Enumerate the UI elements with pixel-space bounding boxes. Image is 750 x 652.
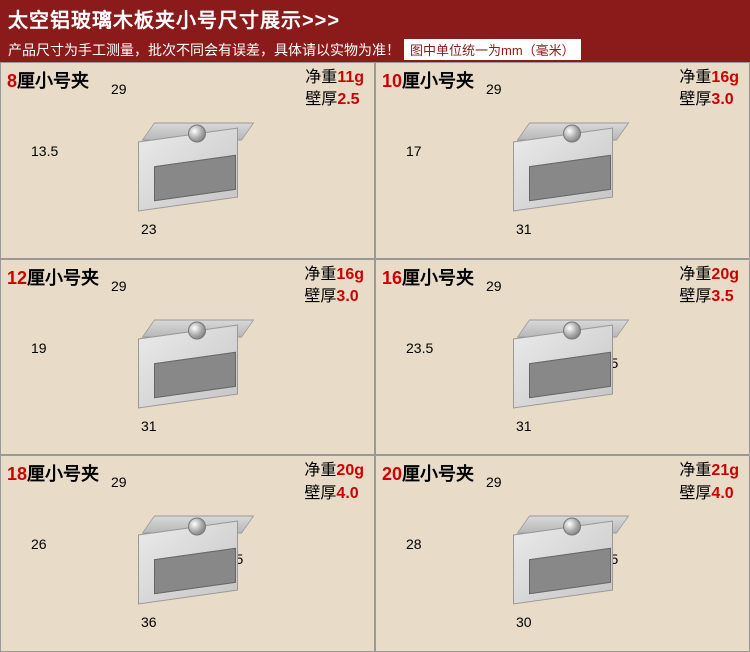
cell-specs: 净重16g 壁厚3.0 (304, 264, 364, 309)
screw-icon (188, 125, 206, 143)
dim-bottom: 23 (141, 221, 157, 237)
note-text: 产品尺寸为手工测量，批次不同会有误差，具体请以实物为准！ (8, 40, 400, 60)
unit-text: 图中单位统一为mm（毫米） (404, 39, 581, 60)
product-cell: 10厘小号夹 净重16g 壁厚3.0 质量保证100%实物拍摄 29 17 11… (375, 62, 750, 259)
dim-bottom: 30 (516, 614, 532, 630)
product-cell: 12厘小号夹 净重16g 壁厚3.0 GUTAI固钛五金 29 19 13 31 (0, 259, 375, 456)
page-subheader: 产品尺寸为手工测量，批次不同会有误差，具体请以实物为准！ 图中单位统一为mm（毫… (0, 37, 750, 62)
cell-specs: 净重21g 壁厚4.0 (679, 460, 739, 505)
dim-left: 26 (31, 536, 47, 552)
dim-left: 23.5 (406, 340, 433, 356)
dim-top: 29 (486, 474, 502, 490)
screw-icon (188, 321, 206, 339)
cell-specs: 净重20g 壁厚3.5 (679, 264, 739, 309)
screw-icon (563, 125, 581, 143)
dim-top: 29 (486, 81, 502, 97)
cell-title: 18厘小号夹 (7, 460, 99, 486)
product-cell: 16厘小号夹 净重20g 壁厚3.5 质量保证100%实物拍摄 29 23.5 … (375, 259, 750, 456)
cell-specs: 净重11g 壁厚2.5 (305, 67, 364, 112)
cell-title: 10厘小号夹 (382, 67, 474, 93)
cell-specs: 净重16g 壁厚3.0 (679, 67, 739, 112)
page-header: 太空铝玻璃木板夹小号尺寸展示>>> (0, 0, 750, 37)
product-cell: 18厘小号夹 净重20g 壁厚4.0 GUTAI固钛五金 29 26 18.5 … (0, 455, 375, 652)
dim-top: 29 (111, 474, 127, 490)
clamp-illustration (493, 516, 633, 611)
dim-top: 29 (486, 278, 502, 294)
product-grid: 8厘小号夹 净重11g 壁厚2.5 GUTAI固钛五金 29 13.5 8.5 … (0, 62, 750, 652)
clamp-illustration (118, 319, 258, 414)
cell-specs: 净重20g 壁厚4.0 (304, 460, 364, 505)
clamp-illustration (493, 319, 633, 414)
dim-top: 29 (111, 278, 127, 294)
dim-bottom: 31 (516, 418, 532, 434)
cell-title: 20厘小号夹 (382, 460, 474, 486)
cell-title: 12厘小号夹 (7, 264, 99, 290)
dim-left: 17 (406, 143, 422, 159)
product-cell: 20厘小号夹 净重21g 壁厚4.0 质量保证100%实物拍摄 29 28 20… (375, 455, 750, 652)
screw-icon (563, 321, 581, 339)
screw-icon (188, 518, 206, 536)
product-cell: 8厘小号夹 净重11g 壁厚2.5 GUTAI固钛五金 29 13.5 8.5 … (0, 62, 375, 259)
dim-top: 29 (111, 81, 127, 97)
dim-left: 13.5 (31, 143, 58, 159)
dim-left: 28 (406, 536, 422, 552)
clamp-illustration (493, 123, 633, 218)
clamp-illustration (118, 516, 258, 611)
dim-bottom: 31 (141, 418, 157, 434)
clamp-illustration (118, 123, 258, 218)
dim-left: 19 (31, 340, 47, 356)
cell-title: 16厘小号夹 (382, 264, 474, 290)
dim-bottom: 31 (516, 221, 532, 237)
dim-bottom: 36 (141, 614, 157, 630)
screw-icon (563, 518, 581, 536)
cell-title: 8厘小号夹 (7, 67, 89, 93)
